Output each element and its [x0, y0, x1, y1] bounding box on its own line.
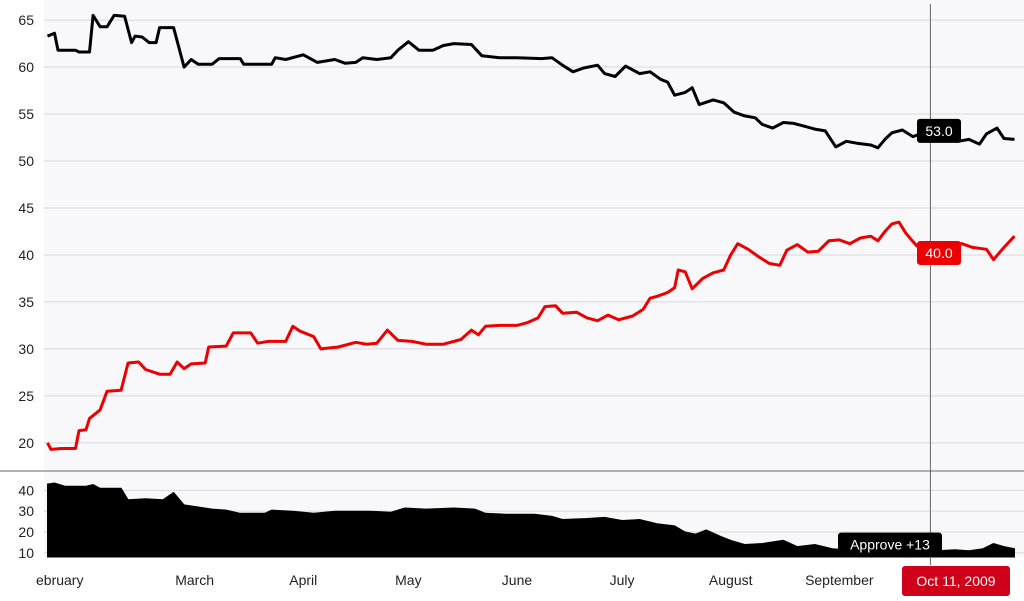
x-label-july: July [610, 572, 635, 588]
y-tick-35: 35 [18, 294, 34, 310]
x-label-april: April [289, 572, 317, 588]
y-tick-60: 60 [18, 59, 34, 75]
y-tick-20: 20 [18, 435, 34, 451]
y-tick-65: 65 [18, 12, 34, 28]
y-tick-45: 45 [18, 200, 34, 216]
x-axis-labels: ebruary March April May June July August Septem… [36, 572, 874, 588]
sub-y-tick-40: 40 [18, 482, 34, 498]
y-tick-55: 55 [18, 106, 34, 122]
x-label-june: June [502, 572, 533, 588]
disapprove-value-badge-box [917, 240, 961, 265]
crosshair-date-badge: Oct 11, 2009 [902, 566, 1010, 596]
disapprove-value-badge-text: 40.0 [925, 245, 952, 261]
net-approval-badge-box [838, 532, 942, 557]
x-label-september: September [805, 572, 874, 588]
main-y-tick-labels: 20 25 30 35 40 45 50 55 60 65 [18, 12, 34, 451]
y-tick-50: 50 [18, 153, 34, 169]
net-approval-badge-text: Approve +13 [850, 537, 930, 553]
crosshair-date-badge-box [902, 566, 1010, 596]
approve-value-badge: 53.0 [917, 118, 961, 143]
hover-badges: 53.0 40.0 Approve +13 Oct 11, 2009 [838, 118, 1010, 596]
x-label-august: August [709, 572, 753, 588]
plot-background [44, 0, 1024, 557]
y-tick-25: 25 [18, 388, 34, 404]
disapprove-value-badge: 40.0 [917, 240, 961, 265]
sub-y-tick-30: 30 [18, 503, 34, 519]
x-label-may: May [395, 572, 421, 588]
main-series-lines [46, 13, 1016, 451]
approve-line [46, 13, 1015, 150]
crosshair-date-badge-text: Oct 11, 2009 [916, 573, 995, 589]
x-label-march: March [175, 572, 214, 588]
approve-value-badge-box [917, 118, 961, 143]
sub-y-tick-10: 10 [18, 545, 34, 561]
sub-y-tick-labels: 10 20 30 40 [18, 482, 34, 560]
disapprove-line [46, 220, 1016, 451]
approve-value-badge-text: 53.0 [925, 123, 952, 139]
y-tick-30: 30 [18, 341, 34, 357]
y-tick-40: 40 [18, 247, 34, 263]
sub-y-tick-20: 20 [18, 524, 34, 540]
x-label-february: ebruary [36, 572, 83, 588]
net-approval-badge: Approve +13 [838, 532, 942, 557]
